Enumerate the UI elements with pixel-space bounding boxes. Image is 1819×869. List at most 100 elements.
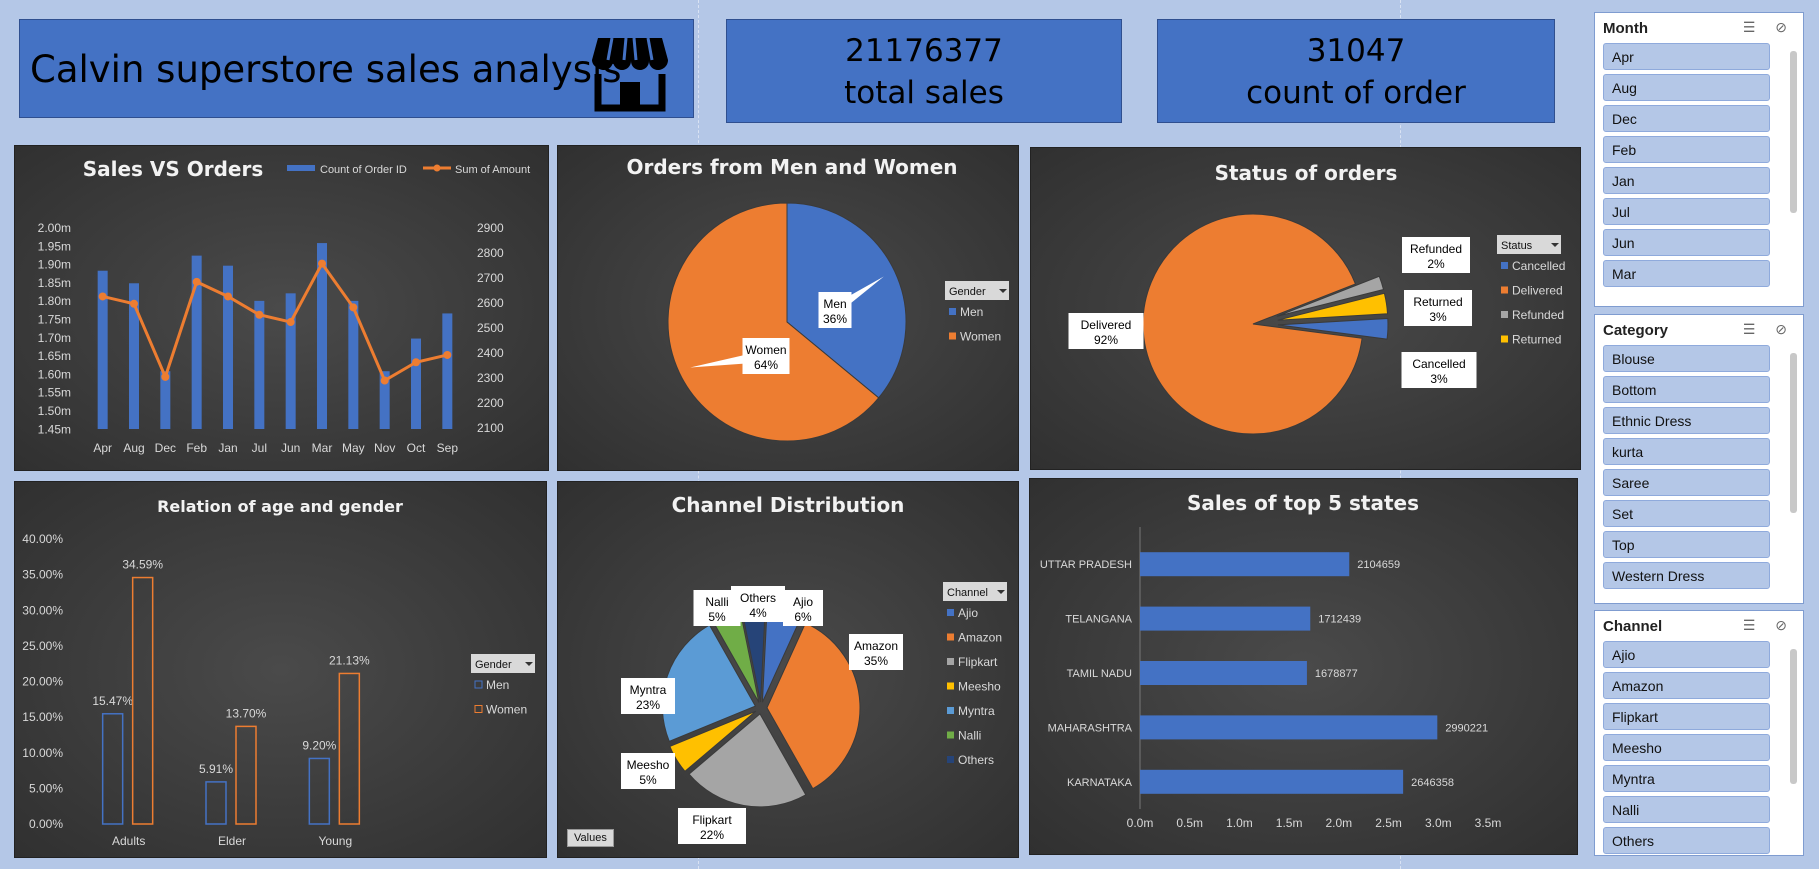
data-label-refunded: Refunded bbox=[1410, 242, 1462, 256]
bar-orders-sep[interactable] bbox=[442, 313, 453, 429]
values-field-button[interactable]: Values bbox=[567, 829, 614, 847]
scrollbar[interactable] bbox=[1790, 51, 1797, 214]
slicer-item-top[interactable]: Top bbox=[1603, 531, 1770, 558]
line-point-jan[interactable] bbox=[224, 292, 232, 301]
line-point-dec[interactable] bbox=[161, 372, 170, 381]
slicer-month[interactable]: Month ☰ ⊘ Apr Aug Dec Feb Jan Jul Jun Mar bbox=[1594, 12, 1804, 307]
scrollbar[interactable] bbox=[1790, 353, 1797, 513]
pie-slice-refunded[interactable] bbox=[1276, 275, 1385, 317]
pie-slice-returned[interactable] bbox=[1277, 292, 1389, 321]
bar-state-uttar-pradesh[interactable] bbox=[1140, 552, 1350, 577]
y-tick: 25.00% bbox=[22, 639, 63, 653]
legend-filter-button[interactable] bbox=[943, 582, 1007, 601]
bar-men-young[interactable] bbox=[308, 757, 331, 825]
chart-sales-vs-orders[interactable]: Sales VS Orders Count of Order ID Sum of A… bbox=[14, 145, 549, 471]
slicer-item-blouse[interactable]: Blouse bbox=[1603, 345, 1770, 372]
slicer-item-ethnic-dress[interactable]: Ethnic Dress bbox=[1603, 407, 1770, 434]
line-point-may[interactable] bbox=[349, 303, 358, 312]
line-point-jul[interactable] bbox=[255, 310, 264, 319]
bar-women-adults[interactable] bbox=[131, 576, 154, 825]
bar-orders-mar[interactable] bbox=[317, 243, 327, 429]
chart-top-states[interactable]: Sales of top 5 states 0.0m 0.5m 1.0m 1.5m 2.0… bbox=[1029, 478, 1578, 855]
x-tick: Jun bbox=[281, 441, 300, 455]
slicer-item-apr[interactable]: Apr bbox=[1603, 43, 1770, 70]
clear-filter-icon[interactable]: ☰ ⊘ bbox=[1742, 617, 1795, 633]
slicer-item-bottom[interactable]: Bottom bbox=[1603, 376, 1770, 403]
clear-filter-icon[interactable]: ☰ ⊘ bbox=[1742, 19, 1795, 35]
legend-filter-button[interactable] bbox=[945, 281, 1009, 300]
bar-orders-feb[interactable] bbox=[191, 255, 202, 429]
bar-orders-may[interactable] bbox=[348, 300, 359, 429]
x-tick: Feb bbox=[186, 441, 207, 455]
chart-order-status[interactable]: Status of orders Delivered 92% Refunded 2% Re… bbox=[1030, 147, 1581, 470]
bar-orders-jul[interactable] bbox=[254, 300, 265, 429]
dropdown-icon bbox=[1551, 243, 1559, 247]
line-point-oct[interactable] bbox=[412, 358, 420, 367]
line-point-nov[interactable] bbox=[380, 376, 389, 385]
slicer-category[interactable]: Category ☰ ⊘ Blouse Bottom Ethnic Dress kurta… bbox=[1594, 314, 1804, 604]
legend-filter-button[interactable] bbox=[471, 654, 535, 673]
chart-gender-orders[interactable]: Orders from Men and Women Men 36% Women 64% G… bbox=[557, 145, 1019, 471]
slicer-item-jul[interactable]: Jul bbox=[1603, 198, 1770, 225]
pie-slice-amazon[interactable] bbox=[766, 622, 861, 790]
slicer-item-nalli[interactable]: Nalli bbox=[1603, 796, 1770, 823]
bar-women-elder[interactable] bbox=[235, 725, 257, 825]
slicer-item-saree[interactable]: Saree bbox=[1603, 469, 1770, 496]
bar-orders-aug[interactable] bbox=[129, 283, 139, 429]
bar-orders-apr[interactable] bbox=[97, 270, 108, 429]
pie-slice-myntra[interactable] bbox=[661, 624, 757, 743]
bar-orders-dec[interactable] bbox=[160, 371, 171, 429]
line-sum-of-amount bbox=[102, 260, 448, 383]
bar-orders-nov[interactable] bbox=[379, 371, 390, 429]
data-label-returned-box bbox=[1404, 290, 1472, 326]
slicer-item-myntra[interactable]: Myntra bbox=[1603, 765, 1770, 792]
slicer-item-aug[interactable]: Aug bbox=[1603, 74, 1770, 101]
line-point-sep[interactable] bbox=[443, 350, 452, 359]
clear-filter-icon[interactable]: ☰ ⊘ bbox=[1742, 321, 1795, 337]
slicer-item-set[interactable]: Set bbox=[1603, 500, 1770, 527]
chart-channel-distribution[interactable]: Channel Distribution Ajio 6% Amazon 35% Flipk… bbox=[557, 481, 1019, 858]
data-label: 2646358 bbox=[1411, 777, 1454, 789]
legend-entry: Returned bbox=[1512, 333, 1561, 347]
line-point-jun[interactable] bbox=[286, 318, 295, 327]
bar-women-young[interactable] bbox=[338, 672, 361, 825]
y-tick: TAMIL NADU bbox=[1067, 668, 1132, 680]
bar-state-telangana[interactable] bbox=[1140, 606, 1311, 631]
bar-orders-jan[interactable] bbox=[223, 265, 233, 429]
y-tick-right: 2100 bbox=[477, 421, 504, 435]
slicer-item-jan[interactable]: Jan bbox=[1603, 167, 1770, 194]
line-point-feb[interactable] bbox=[192, 277, 201, 286]
bar-men-elder[interactable] bbox=[205, 781, 227, 825]
line-point-apr[interactable] bbox=[98, 292, 107, 301]
data-label-meesho-box bbox=[621, 753, 675, 789]
pie-slice-meesho[interactable] bbox=[669, 710, 757, 773]
pie-slice-flipkart[interactable] bbox=[688, 713, 807, 808]
slicer-item-ajio[interactable]: Ajio bbox=[1603, 641, 1770, 668]
pie-slice-cancelled[interactable] bbox=[1277, 317, 1389, 340]
slicer-item-feb[interactable]: Feb bbox=[1603, 136, 1770, 163]
slicer-item-meesho[interactable]: Meesho bbox=[1603, 734, 1770, 761]
pie-slice-women[interactable] bbox=[667, 202, 880, 442]
slicer-item-mar[interactable]: Mar bbox=[1603, 260, 1770, 287]
bar-orders-oct[interactable] bbox=[411, 338, 421, 429]
slicer-item-others[interactable]: Others bbox=[1603, 827, 1770, 854]
slicer-item-western-dress[interactable]: Western Dress bbox=[1603, 562, 1770, 589]
slicer-item-dec[interactable]: Dec bbox=[1603, 105, 1770, 132]
bar-state-maharashtra[interactable] bbox=[1140, 715, 1438, 740]
line-point-mar[interactable] bbox=[318, 259, 326, 268]
bar-state-karnataka[interactable] bbox=[1140, 769, 1404, 794]
legend-filter-button[interactable] bbox=[1497, 235, 1561, 254]
line-point-aug[interactable] bbox=[130, 299, 138, 308]
slicer-item-flipkart[interactable]: Flipkart bbox=[1603, 703, 1770, 730]
slicer-channel[interactable]: Channel ☰ ⊘ Ajio Amazon Flipkart Meesho Myntra… bbox=[1594, 610, 1804, 856]
scrollbar[interactable] bbox=[1790, 649, 1797, 785]
bar-orders-jun[interactable] bbox=[285, 293, 296, 429]
bar-men-adults[interactable] bbox=[101, 713, 124, 825]
y-tick-left: 1.50m bbox=[38, 404, 71, 418]
bar-state-tamil-nadu[interactable] bbox=[1140, 661, 1307, 685]
pie-slice-delivered[interactable] bbox=[1142, 213, 1363, 435]
chart-age-gender[interactable]: Relation of age and gender 40.00% 35.00% 30… bbox=[14, 481, 547, 858]
slicer-item-jun[interactable]: Jun bbox=[1603, 229, 1770, 256]
slicer-item-amazon[interactable]: Amazon bbox=[1603, 672, 1770, 699]
slicer-item-kurta[interactable]: kurta bbox=[1603, 438, 1770, 465]
